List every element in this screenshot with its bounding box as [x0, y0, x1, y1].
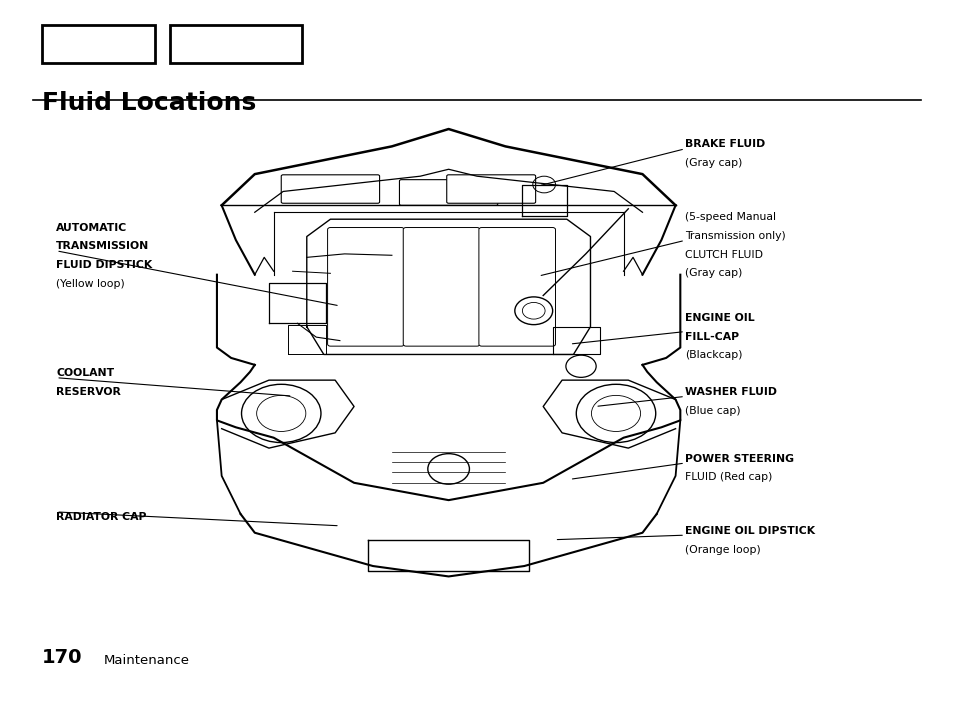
- Text: (5-speed Manual: (5-speed Manual: [684, 212, 775, 223]
- Text: (Blackcap): (Blackcap): [684, 350, 741, 360]
- Text: ENGINE OIL: ENGINE OIL: [684, 313, 754, 323]
- FancyBboxPatch shape: [327, 227, 404, 346]
- Text: WASHER FLUID: WASHER FLUID: [684, 387, 777, 397]
- Text: COOLANT: COOLANT: [56, 369, 114, 378]
- Text: 170: 170: [42, 648, 82, 667]
- Text: FILL-CAP: FILL-CAP: [684, 331, 739, 342]
- Text: AUTOMATIC: AUTOMATIC: [56, 223, 128, 232]
- Text: Fluid Locations: Fluid Locations: [42, 91, 256, 115]
- Text: (Blue cap): (Blue cap): [684, 406, 740, 416]
- FancyBboxPatch shape: [478, 227, 555, 346]
- Text: FLUID DIPSTICK: FLUID DIPSTICK: [56, 260, 152, 270]
- Text: RESERVOR: RESERVOR: [56, 387, 121, 397]
- FancyBboxPatch shape: [281, 175, 379, 204]
- Text: ENGINE OIL DIPSTICK: ENGINE OIL DIPSTICK: [684, 526, 814, 536]
- FancyBboxPatch shape: [446, 175, 535, 204]
- Text: (Orange loop): (Orange loop): [684, 545, 760, 555]
- Bar: [170, 25, 302, 63]
- Text: (Gray cap): (Gray cap): [684, 268, 741, 279]
- Text: BRAKE FLUID: BRAKE FLUID: [684, 140, 764, 150]
- Text: TRANSMISSION: TRANSMISSION: [56, 241, 150, 251]
- Text: CLUTCH FLUID: CLUTCH FLUID: [684, 250, 762, 260]
- FancyBboxPatch shape: [403, 227, 479, 346]
- Bar: [42, 25, 155, 63]
- Text: Maintenance: Maintenance: [103, 654, 190, 667]
- Text: Transmission only): Transmission only): [684, 231, 785, 241]
- Text: POWER STEERING: POWER STEERING: [684, 453, 793, 463]
- Text: RADIATOR CAP: RADIATOR CAP: [56, 512, 147, 522]
- Text: (Gray cap): (Gray cap): [684, 158, 741, 168]
- Text: (Yellow loop): (Yellow loop): [56, 279, 125, 289]
- Text: FLUID (Red cap): FLUID (Red cap): [684, 472, 772, 482]
- FancyBboxPatch shape: [399, 180, 497, 205]
